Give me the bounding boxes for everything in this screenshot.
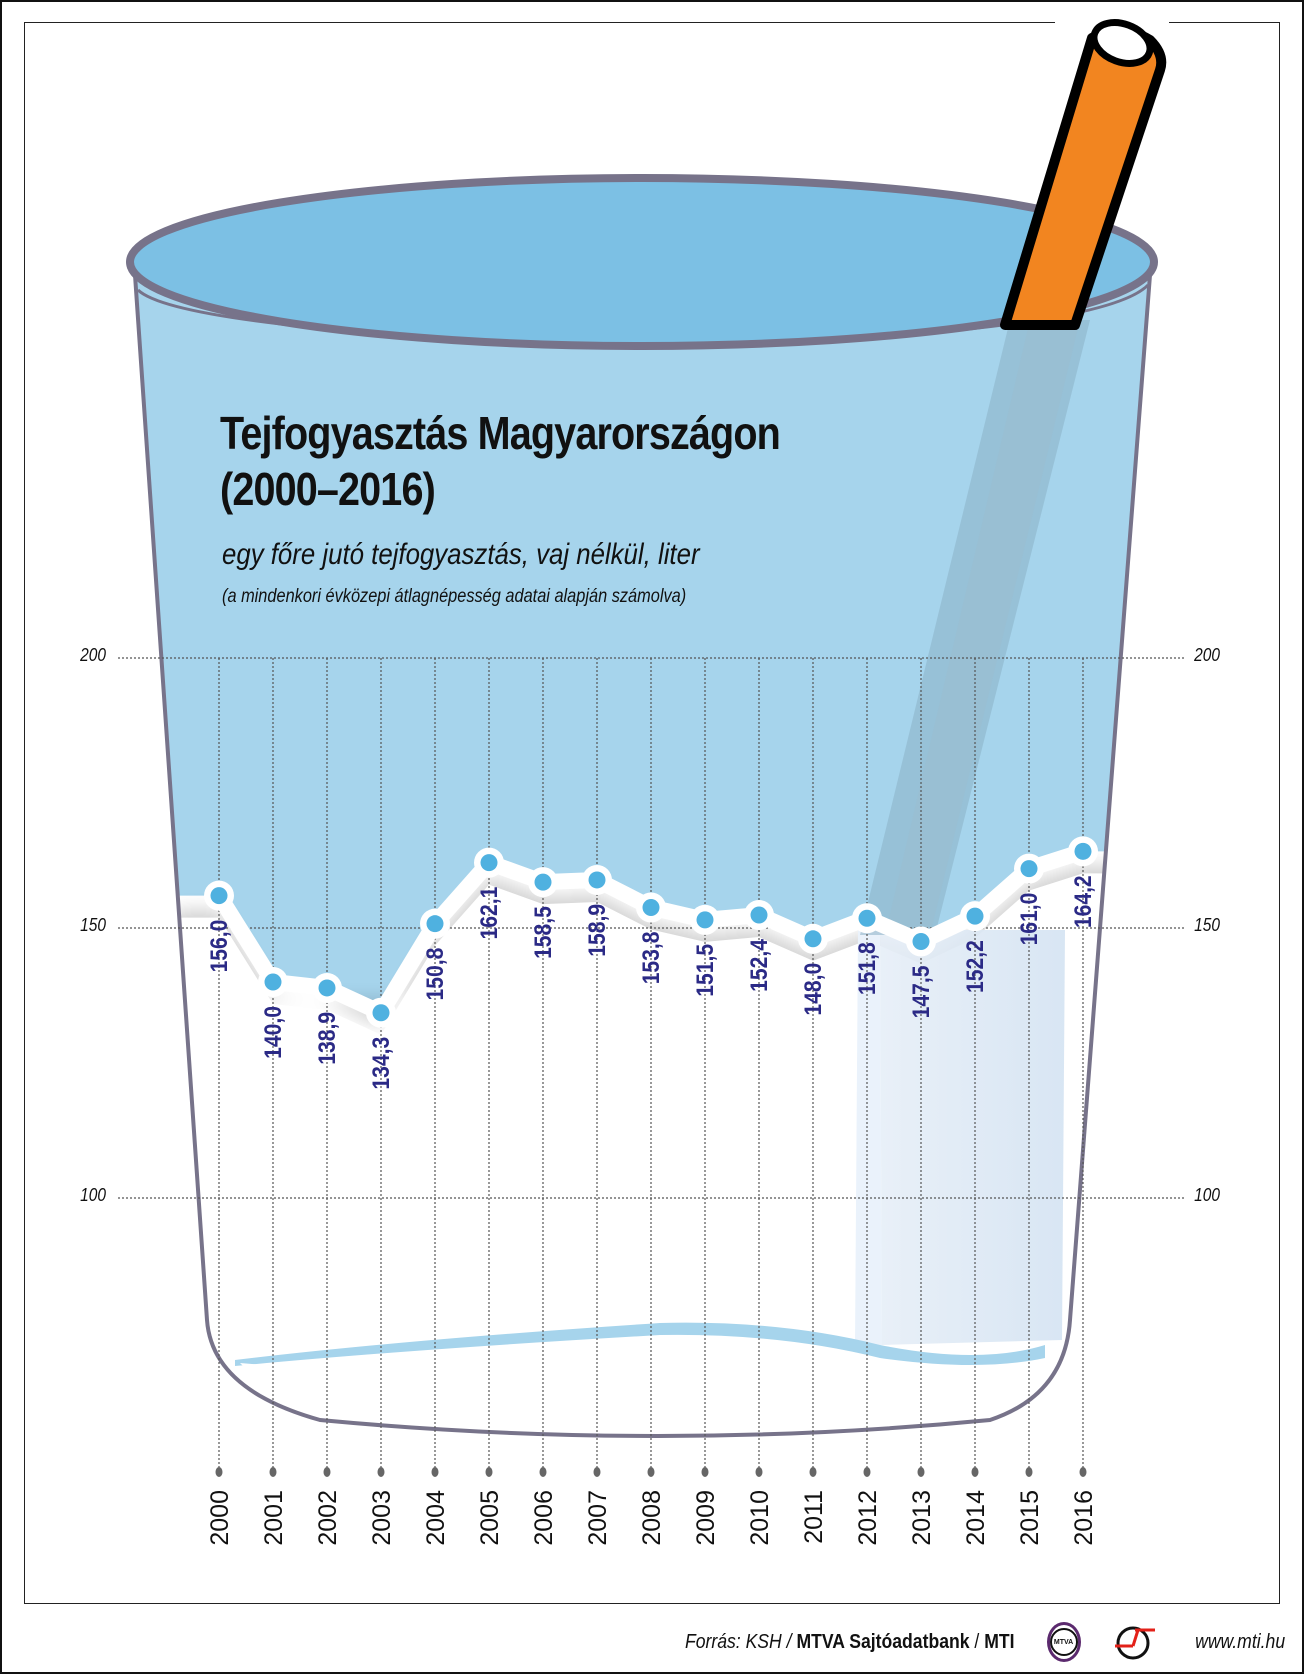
svg-text:2014: 2014	[962, 1490, 990, 1546]
svg-text:2015: 2015	[1016, 1490, 1044, 1546]
website-url[interactable]: www.mti.hu	[1194, 1630, 1285, 1653]
chart-title: Tejfogyasztás Magyarországon (2000–2016)	[220, 405, 781, 517]
y-tick-right-150: 150	[1194, 915, 1220, 935]
svg-text:140,0: 140,0	[260, 1006, 287, 1059]
source-prefix: Forrás: KSH /	[684, 1630, 797, 1653]
svg-text:152,4: 152,4	[746, 939, 773, 992]
x-axis-labels: 2000 2001 2002 2003 2004 2005 2006 2007 2008 2009…	[206, 1490, 1098, 1546]
inner-frame	[24, 22, 1280, 1604]
svg-text:138,9: 138,9	[314, 1012, 341, 1065]
mtva-logo-icon: MTVA	[1046, 1622, 1081, 1662]
svg-text:2012: 2012	[854, 1490, 882, 1546]
glass	[126, 174, 1158, 1438]
y-tick-left-200: 200	[80, 645, 106, 665]
svg-text:2003: 2003	[368, 1490, 396, 1546]
svg-text:2016: 2016	[1070, 1490, 1098, 1546]
chart-subtitle: egy főre jutó tejfogyasztás, vaj nélkül,…	[222, 538, 700, 571]
svg-text:2013: 2013	[908, 1490, 936, 1546]
title-line-1: Tejfogyasztás Magyarországon	[220, 407, 781, 459]
svg-text:148,0: 148,0	[800, 963, 827, 1016]
svg-text:161,0: 161,0	[1016, 893, 1043, 946]
value-labels: 156,0 140,0 138,9 134,3 150,8 162,1 158,5 158,9…	[206, 875, 1097, 1089]
straw	[1000, 19, 1167, 330]
svg-text:2000: 2000	[206, 1490, 234, 1546]
svg-text:2002: 2002	[314, 1490, 342, 1546]
y-tick-right-100: 100	[1194, 1185, 1220, 1205]
svg-text:158,5: 158,5	[530, 906, 557, 959]
source-mti: MTI	[984, 1630, 1015, 1653]
svg-text:153,8: 153,8	[638, 931, 665, 984]
svg-text:2010: 2010	[746, 1490, 774, 1546]
svg-text:134,3: 134,3	[368, 1037, 395, 1090]
svg-text:150,8: 150,8	[422, 948, 449, 1001]
y-tick-left-150: 150	[80, 915, 106, 935]
svg-text:152,2: 152,2	[962, 940, 989, 993]
source-credit: Forrás: KSH / MTVA Sajtóadatbank / MTI	[685, 1631, 1015, 1654]
title-line-2: (2000–2016)	[220, 463, 436, 515]
svg-text:156,0: 156,0	[206, 920, 233, 973]
svg-text:158,9: 158,9	[584, 904, 611, 957]
svg-text:151,5: 151,5	[692, 944, 719, 997]
svg-text:164,2: 164,2	[1070, 875, 1097, 928]
svg-text:2011: 2011	[800, 1490, 828, 1544]
svg-text:2008: 2008	[638, 1490, 666, 1546]
svg-text:2001: 2001	[260, 1490, 288, 1546]
svg-text:2009: 2009	[692, 1490, 720, 1546]
svg-text:2006: 2006	[530, 1490, 558, 1546]
footer: Forrás: KSH / MTVA Sajtóadatbank / MTI M…	[640, 1620, 1290, 1664]
svg-text:2007: 2007	[584, 1490, 612, 1546]
chart-note: (a mindenkori évközepi átlagnépesség ada…	[222, 586, 687, 607]
y-tick-left-100: 100	[80, 1185, 106, 1205]
svg-text:2005: 2005	[476, 1490, 504, 1546]
mti-logo-icon	[1113, 1622, 1157, 1662]
data-series	[204, 836, 1098, 1028]
svg-text:162,1: 162,1	[476, 887, 503, 940]
mtva-logo-text: MTVA	[1049, 1628, 1078, 1656]
source-separator: /	[969, 1630, 985, 1653]
svg-text:151,8: 151,8	[854, 942, 881, 995]
gridlines	[118, 657, 1186, 1477]
svg-text:147,5: 147,5	[908, 966, 935, 1019]
source-bank: MTVA Sajtóadatbank	[796, 1630, 970, 1653]
y-tick-right-200: 200	[1194, 645, 1220, 665]
svg-text:2004: 2004	[422, 1490, 450, 1546]
